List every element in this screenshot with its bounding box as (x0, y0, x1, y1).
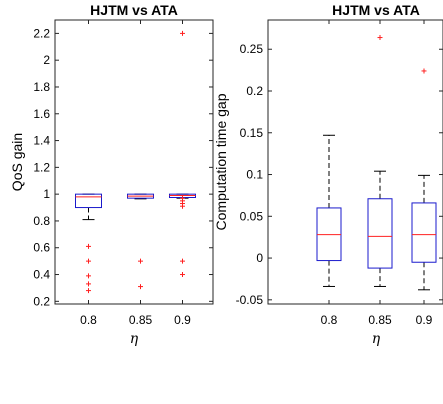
x-tick-label: 0.9 (174, 313, 191, 327)
y-tick-label: 0.6 (33, 241, 50, 255)
box-0.85 (127, 193, 154, 290)
outlier-point (180, 272, 185, 278)
x-tick-label: 0.85 (368, 313, 392, 327)
plot-frame (267, 19, 443, 305)
chart-title: HJTM vs ATA (90, 2, 178, 18)
y-tick-label: 0.2 (33, 294, 50, 308)
y-tick-label: 1.2 (33, 160, 50, 174)
y-axis-label: QoS gain (9, 133, 25, 191)
outlier-point (180, 203, 185, 209)
x-tick-label: 0.8 (80, 313, 97, 327)
y-tick-label: 0 (256, 251, 263, 265)
chart-panel-2: HJTM vs ATA -0.05 0 0.05 0.1 0.15 0.2 0.25 0.8 0.… (213, 2, 443, 347)
y-tick-label: 1.8 (33, 80, 50, 94)
outlier-point (86, 281, 91, 287)
y-tick-label: 2.2 (33, 26, 50, 40)
y-tick-label: 0.1 (246, 168, 263, 182)
x-tick-label: 0.85 (129, 313, 153, 327)
outlier-point (421, 68, 427, 74)
box-0.9 (411, 68, 437, 291)
outlier-point (180, 258, 185, 264)
box-0.8 (75, 193, 102, 294)
iqr-box (75, 193, 102, 209)
outlier-point (180, 30, 185, 36)
outlier-point (377, 35, 383, 41)
x-tick-label: 0.9 (416, 313, 433, 327)
outlier-point (86, 288, 91, 294)
box-0.8 (316, 134, 342, 287)
y-tick-label: 2 (43, 53, 50, 67)
iqr-box (411, 202, 437, 263)
outlier-point (138, 258, 143, 264)
outlier-point (86, 243, 91, 249)
y-tick-label: 0.8 (33, 214, 50, 228)
x-axis-label: η (372, 331, 381, 347)
box-0.85 (367, 35, 393, 287)
outlier-point (86, 273, 91, 279)
iqr-box (367, 198, 393, 269)
chart-title: HJTM vs ATA (332, 2, 420, 18)
chart-panel-1: HJTM vs ATA 0.2 0.4 0.6 0.8 1 1.2 1.4 1.6 1.8 2 2.2… (9, 2, 214, 347)
outlier-point (86, 258, 91, 264)
box-0.9 (169, 30, 196, 278)
y-tick-label: -0.05 (236, 293, 264, 307)
y-tick-label: 0.2 (246, 84, 263, 98)
outlier-point (138, 284, 143, 290)
y-axis-label: Computation time gap (213, 93, 229, 230)
y-tick-label: 0.25 (240, 42, 264, 56)
y-tick-label: 1 (43, 187, 50, 201)
y-tick-label: 0.4 (33, 268, 50, 282)
y-tick-label: 1.6 (33, 107, 50, 121)
y-tick-label: 0.15 (240, 126, 264, 140)
y-tick-label: 1.4 (33, 134, 50, 148)
y-tick-label: 0.05 (240, 209, 264, 223)
plot-frame (54, 19, 214, 305)
x-tick-label: 0.8 (321, 313, 338, 327)
x-axis-label: η (130, 331, 139, 347)
